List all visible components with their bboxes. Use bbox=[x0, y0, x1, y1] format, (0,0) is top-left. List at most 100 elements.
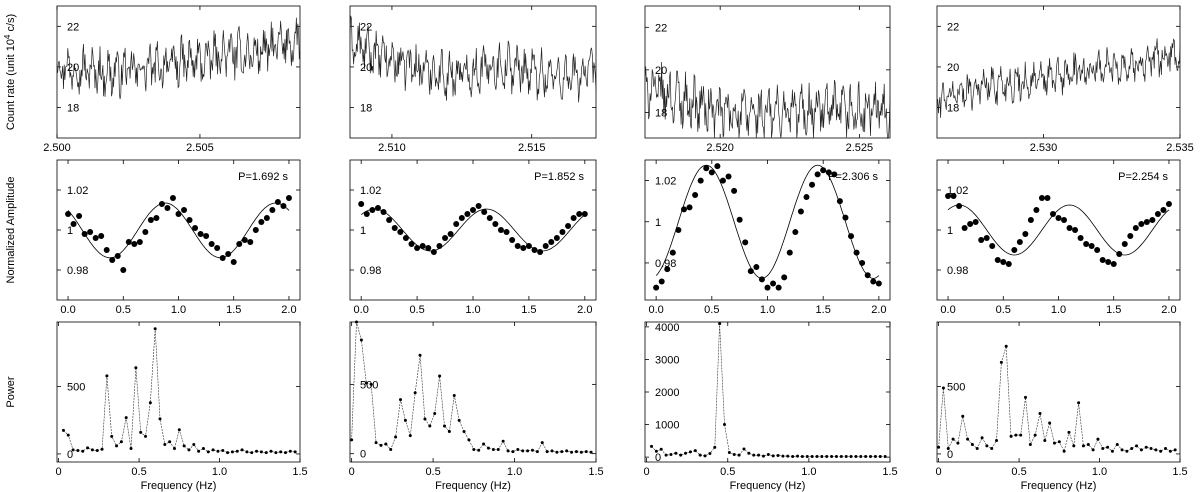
y-tick-label: 0.98 bbox=[947, 265, 968, 277]
folded-data-point bbox=[692, 192, 699, 198]
power-spectrum-point bbox=[177, 428, 181, 432]
folded-data-point bbox=[386, 217, 393, 223]
power-spectrum-point bbox=[540, 441, 544, 445]
x-tick-label: 1.0 bbox=[801, 466, 816, 478]
folded-data-point bbox=[753, 264, 760, 271]
folded-data-point bbox=[658, 278, 665, 285]
folded-data-point bbox=[1154, 211, 1161, 217]
folded-data-point bbox=[464, 211, 471, 217]
power-spectrum-point bbox=[408, 434, 412, 438]
folded-data-point bbox=[1066, 225, 1073, 231]
x-axis-label: Frequency (Hz) bbox=[730, 480, 806, 492]
y-tick-label: 0 bbox=[67, 449, 73, 461]
power-spectrum-point bbox=[403, 418, 407, 422]
power-spectrum-point bbox=[1120, 448, 1124, 452]
x-tick-label: 2.515 bbox=[518, 142, 546, 154]
axes-frame bbox=[936, 5, 1181, 139]
folded-data-point bbox=[520, 245, 527, 251]
power-spectrum-point bbox=[825, 454, 829, 458]
y-tick-label: 1.02 bbox=[67, 185, 88, 197]
folded-data-point bbox=[1105, 259, 1112, 265]
folded-data-point bbox=[225, 251, 232, 257]
power-spectrum-point bbox=[1139, 448, 1143, 452]
power-spectrum-point bbox=[423, 417, 427, 421]
folded-data-point bbox=[1044, 195, 1051, 201]
power-spectrum-point bbox=[486, 446, 490, 450]
power-spectrum-point bbox=[873, 454, 877, 458]
power-spectrum-point bbox=[379, 443, 383, 447]
power-spectrum-point bbox=[1009, 434, 1013, 438]
folded-data-point bbox=[831, 171, 838, 178]
power-spectrum-point bbox=[90, 448, 94, 452]
panel-r2-c0 bbox=[56, 321, 301, 463]
power-spectrum-point bbox=[359, 338, 363, 342]
power-spectrum-point bbox=[1052, 441, 1056, 445]
power-spectrum-point bbox=[521, 449, 525, 453]
folded-data-point bbox=[531, 247, 538, 253]
power-spectrum-point bbox=[708, 452, 712, 456]
x-tick-label: 1.5 bbox=[226, 304, 241, 316]
folded-data-point bbox=[758, 276, 765, 283]
x-tick-label: 2.0 bbox=[1161, 304, 1176, 316]
x-tick-label: 1.5 bbox=[816, 304, 831, 316]
folded-data-point bbox=[1077, 235, 1084, 241]
folded-data-point bbox=[169, 195, 176, 201]
folded-data-point bbox=[263, 215, 270, 221]
x-tick-label: 0.5 bbox=[996, 304, 1011, 316]
folded-data-point bbox=[114, 253, 121, 259]
power-spectrum-point bbox=[1038, 412, 1042, 416]
power-spectrum-point bbox=[1004, 344, 1008, 348]
power-spectrum-point bbox=[961, 414, 965, 418]
power-spectrum-point bbox=[206, 450, 210, 454]
power-spectrum-point bbox=[985, 444, 989, 448]
power-spectrum-point bbox=[800, 454, 804, 458]
x-tick-label: 1.5 bbox=[1172, 466, 1187, 478]
power-spectrum-point bbox=[815, 454, 819, 458]
folded-data-point bbox=[247, 239, 254, 245]
power-spectrum-point bbox=[462, 430, 466, 434]
folded-data-point bbox=[725, 173, 732, 180]
folded-data-point bbox=[1027, 217, 1034, 223]
x-tick-label: 0.5 bbox=[720, 466, 735, 478]
power-spectrum-point bbox=[1173, 448, 1177, 452]
sinusoid-fit-line bbox=[947, 204, 1170, 256]
power-spectrum-point bbox=[946, 447, 950, 451]
power-spectrum-point bbox=[413, 391, 417, 395]
sinusoid-fit-line bbox=[67, 202, 290, 259]
power-spectrum-point bbox=[491, 448, 495, 452]
x-tick-label: 1.5 bbox=[1106, 304, 1121, 316]
power-spectrum-point bbox=[1149, 447, 1153, 451]
power-spectrum-point bbox=[216, 449, 220, 453]
folded-data-point bbox=[775, 284, 782, 291]
y-tick-label: 0 bbox=[655, 452, 661, 464]
x-tick-label: 1.5 bbox=[521, 304, 536, 316]
panel-r1-c0 bbox=[56, 159, 301, 301]
folded-data-point bbox=[1000, 259, 1007, 265]
folded-data-point bbox=[1143, 219, 1150, 225]
power-spectrum-point bbox=[250, 451, 254, 455]
folded-data-point bbox=[147, 217, 154, 223]
x-tick-label: 0.0 bbox=[648, 304, 663, 316]
power-spectrum-point bbox=[418, 353, 422, 357]
period-annotation: P=2.306 s bbox=[828, 171, 878, 183]
folded-data-point bbox=[214, 245, 221, 251]
folded-data-point bbox=[697, 177, 704, 184]
power-spectrum-point bbox=[1033, 433, 1037, 437]
panel-r0-c3 bbox=[936, 5, 1181, 139]
folded-data-point bbox=[559, 229, 566, 235]
power-spectrum-point bbox=[61, 428, 65, 432]
x-tick-label: 1.5 bbox=[292, 466, 307, 478]
panel-r2-c2 bbox=[644, 321, 891, 463]
folded-data-point bbox=[747, 268, 754, 275]
x-tick-label: 0.5 bbox=[704, 304, 719, 316]
power-spectrum-point bbox=[1062, 449, 1066, 453]
x-tick-label: 0.5 bbox=[425, 466, 440, 478]
folded-data-point bbox=[736, 216, 743, 223]
light-curve-series bbox=[56, 17, 301, 100]
folded-data-point bbox=[164, 205, 171, 211]
power-spectrum-point bbox=[221, 449, 225, 453]
folded-data-point bbox=[994, 257, 1001, 263]
folded-data-point bbox=[1049, 211, 1056, 217]
folded-data-point bbox=[380, 209, 387, 215]
